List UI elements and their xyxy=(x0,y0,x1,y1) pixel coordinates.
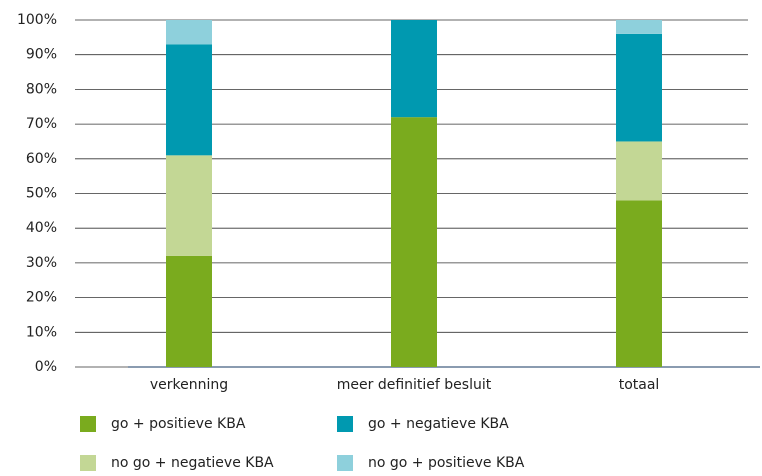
y-tick-label: 0% xyxy=(35,359,57,375)
legend-swatch xyxy=(337,416,353,432)
bar-segment xyxy=(166,255,212,367)
x-tick-label: totaal xyxy=(619,377,660,393)
bar-segment xyxy=(166,44,212,156)
y-tick-label: 80% xyxy=(26,81,57,97)
y-tick-label: 20% xyxy=(26,290,57,306)
bar-segment xyxy=(616,33,662,142)
y-tick-label: 60% xyxy=(26,151,57,167)
x-tick-label: meer definitief besluit xyxy=(337,377,492,393)
bar-segment xyxy=(616,200,662,367)
y-tick-label: 100% xyxy=(17,12,57,28)
legend-swatch xyxy=(80,416,96,432)
bar-segment xyxy=(616,20,662,34)
y-tick-label: 90% xyxy=(26,47,57,63)
legend-swatch xyxy=(80,455,96,471)
y-tick-label: 50% xyxy=(26,186,57,202)
legend-swatch xyxy=(337,455,353,471)
y-tick-label: 70% xyxy=(26,116,57,132)
legend-label: go + negatieve KBA xyxy=(368,416,509,432)
bar-segment xyxy=(391,117,437,367)
bar-segment xyxy=(616,141,662,201)
y-tick-label: 40% xyxy=(26,220,57,236)
y-tick-label: 30% xyxy=(26,255,57,271)
x-tick-label: verkenning xyxy=(150,377,228,393)
legend-label: no go + negatieve KBA xyxy=(111,455,274,471)
legend-label: go + positieve KBA xyxy=(111,416,246,432)
bar-segment xyxy=(391,20,437,118)
bar-segment xyxy=(166,20,212,45)
legend-label: no go + positieve KBA xyxy=(368,455,525,471)
bar-segment xyxy=(166,155,212,256)
y-tick-label: 10% xyxy=(26,324,57,340)
